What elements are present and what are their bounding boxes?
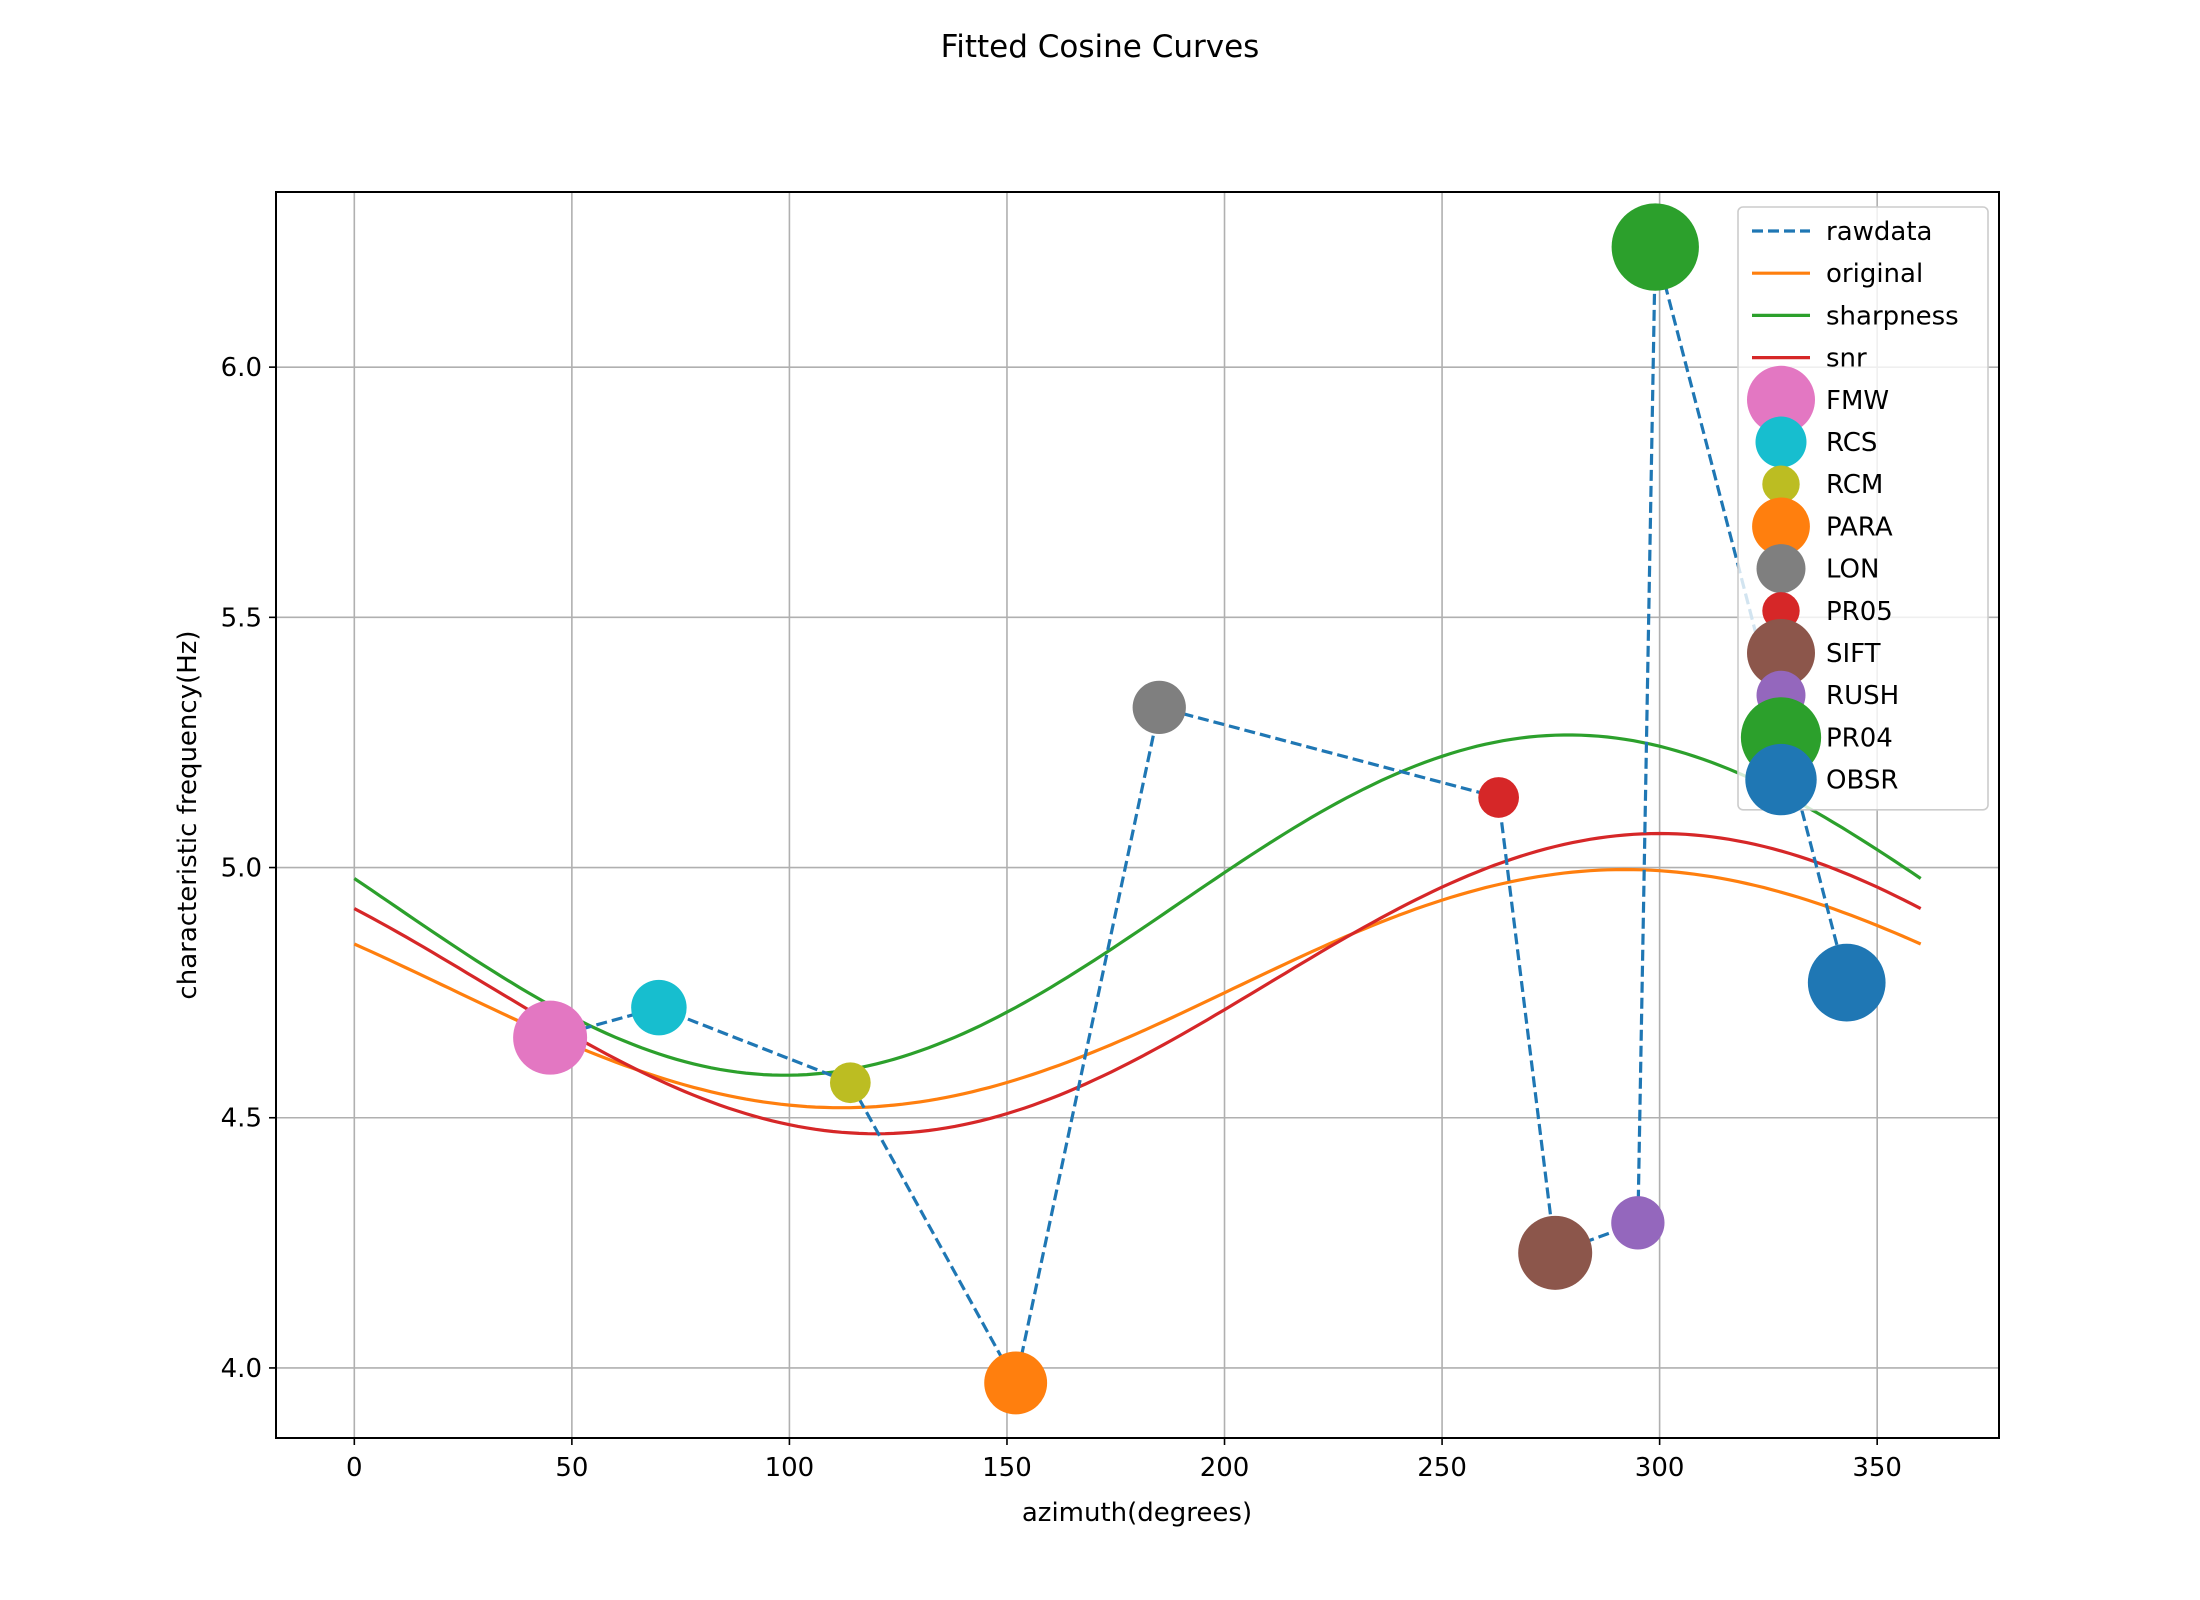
chart-title: Fitted Cosine Curves <box>941 29 1260 65</box>
y-tick-label: 4.5 <box>221 1104 262 1134</box>
legend-label-original: original <box>1826 259 1923 289</box>
legend-label-para: PARA <box>1826 512 1893 542</box>
curve-snr <box>353 831 1922 1136</box>
marker-obsr <box>1807 943 1886 1022</box>
legend-swatch-pr05 <box>1762 592 1800 630</box>
x-tick-label: 350 <box>1852 1453 1902 1483</box>
x-tick-label: 300 <box>1635 1453 1685 1483</box>
fitted-curves <box>353 733 1922 1136</box>
x-tick-label: 250 <box>1417 1453 1467 1483</box>
legend-label-fmw: FMW <box>1826 386 1889 416</box>
marker-pr04 <box>1611 203 1699 291</box>
y-tick-label: 6.0 <box>221 353 262 383</box>
marker-lon <box>1132 680 1186 735</box>
y-tick-label: 5.0 <box>221 854 262 884</box>
curve-sharpness <box>353 733 1922 1077</box>
curve-original <box>353 867 1922 1110</box>
marker-sift <box>1518 1215 1593 1290</box>
legend-swatch-sift <box>1747 619 1815 687</box>
marker-pr05 <box>1478 777 1519 818</box>
marker-fmw <box>513 1000 588 1075</box>
legend-swatch-rcs <box>1755 416 1807 468</box>
legend-label-sift: SIFT <box>1826 639 1881 669</box>
legend-label-obsr: OBSR <box>1826 766 1898 796</box>
x-tick-label: 200 <box>1200 1453 1250 1483</box>
grid <box>276 192 1999 1438</box>
x-tick-label: 0 <box>346 1453 363 1483</box>
marker-rcs <box>631 979 687 1036</box>
legend-swatch-obsr <box>1745 743 1817 816</box>
x-tick-label: 50 <box>555 1453 588 1483</box>
legend-label-sharpness: sharpness <box>1826 301 1959 331</box>
legend-label-snr: snr <box>1826 344 1867 374</box>
rawdata-series <box>549 246 1849 1388</box>
rawdata-line <box>549 246 1849 1388</box>
legend-label-pr05: PR05 <box>1826 597 1893 627</box>
x-axis-title: azimuth(degrees) <box>1022 1498 1252 1528</box>
legend-swatch-fmw <box>1747 365 1815 434</box>
legend-swatch-rcm <box>1762 465 1800 503</box>
legend-label-rcs: RCS <box>1826 428 1877 458</box>
station-markers <box>513 203 1886 1415</box>
marker-rush <box>1611 1196 1665 1250</box>
marker-para <box>984 1351 1048 1415</box>
x-tick-label: 150 <box>982 1453 1032 1483</box>
y-axis-title: characteristic frequency(Hz) <box>173 630 203 999</box>
legend-swatch-lon <box>1756 544 1806 594</box>
legend-label-rush: RUSH <box>1826 681 1899 711</box>
x-tick-label: 100 <box>765 1453 815 1483</box>
legend-label-rawdata: rawdata <box>1826 217 1932 247</box>
legend-label-lon: LON <box>1826 555 1879 585</box>
marker-rcm <box>829 1062 871 1104</box>
y-tick-label: 4.0 <box>221 1354 262 1384</box>
y-tick-label: 5.5 <box>221 603 262 633</box>
legend-swatch-para <box>1752 497 1810 556</box>
legend: rawdata original sharpness snr FMW RCS RCM PARA… <box>1737 206 1989 816</box>
axis-ticks: 0 50 100 150 200 250 300 350 4.0 4.5 5.0 5.5 6.0 <box>221 353 1902 1483</box>
plot-area-frame <box>275 191 2000 1439</box>
legend-label-pr04: PR04 <box>1826 723 1893 753</box>
legend-label-rcm: RCM <box>1826 470 1883 500</box>
